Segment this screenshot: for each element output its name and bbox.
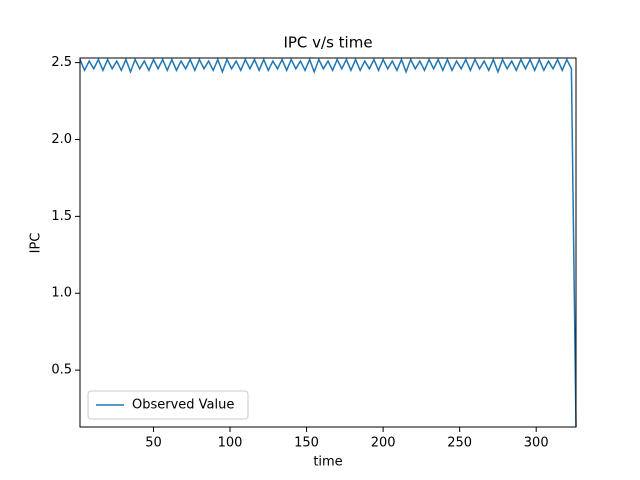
y-axis-label: IPC (29, 233, 44, 254)
y-tick-label: 1.5 (51, 209, 72, 224)
x-tick-label: 50 (145, 436, 162, 451)
legend-box (87, 390, 249, 420)
plot-frame (79, 57, 577, 428)
data-line (79, 57, 577, 428)
x-axis-label: time (313, 455, 342, 470)
x-tick-label: 200 (371, 436, 396, 451)
y-tick-label: 2.5 (51, 55, 72, 70)
x-tick-label: 150 (294, 436, 319, 451)
x-tick-label: 300 (524, 436, 549, 451)
x-tick-label: 250 (447, 436, 472, 451)
legend-label: Observed Value (132, 398, 234, 413)
y-tick-label: 1.0 (51, 286, 72, 301)
x-tick-label: 100 (218, 436, 243, 451)
y-tick-label: 0.5 (51, 363, 72, 378)
y-tick-label: 2.0 (51, 132, 72, 147)
chart-title: IPC v/s time (283, 34, 372, 52)
